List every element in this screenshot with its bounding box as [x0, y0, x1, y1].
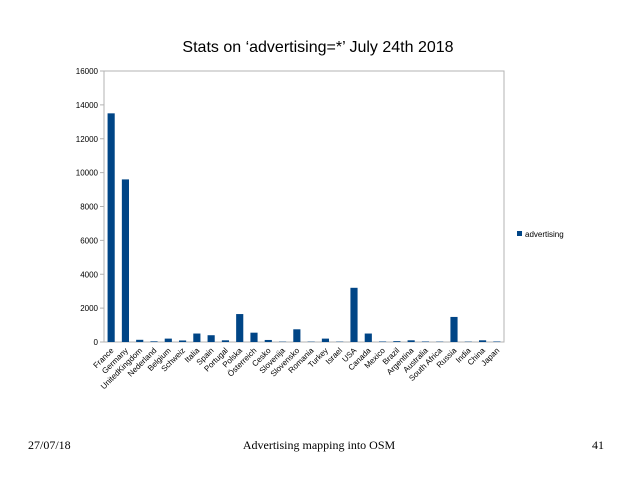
- x-axis: FranceGermanyUnitedKingdomNederlandBelgi…: [92, 346, 502, 392]
- bar-spain: [207, 335, 215, 342]
- y-tick-label: 10000: [76, 169, 99, 178]
- footer-title: Advertising mapping into OSM: [242, 438, 396, 452]
- bar-polska: [236, 314, 244, 342]
- bar-mexico: [379, 341, 387, 342]
- y-axis: 0 2000 4000 6000 8000 10000 12000 14000 16000: [76, 67, 104, 347]
- y-tick-label: 14000: [76, 101, 99, 110]
- legend-swatch: [517, 231, 522, 236]
- y-tick-label: 16000: [76, 67, 99, 76]
- bar-unitedkingdom: [136, 339, 144, 342]
- bar-argentina: [407, 340, 415, 342]
- y-tick-label: 6000: [80, 236, 98, 245]
- bar-belgium: [164, 338, 172, 342]
- plot-area: [103, 70, 505, 343]
- bar-usa: [350, 287, 358, 342]
- bar-france: [107, 113, 115, 342]
- y-tick-label: 2000: [80, 304, 98, 313]
- bar-cesko: [264, 339, 272, 342]
- bar-slovensko: [293, 329, 301, 342]
- bar-canada: [364, 333, 372, 342]
- bar-germany: [121, 179, 129, 342]
- bar-russia: [450, 316, 458, 342]
- bar-italia: [193, 333, 201, 342]
- footer-date: 27/07/18: [28, 438, 71, 452]
- chart-title: Stats on ‘advertising=*’ July 24th 2018: [182, 39, 453, 56]
- bar-australia: [421, 341, 429, 342]
- bar-österreich: [250, 332, 258, 342]
- bar-nederland: [150, 341, 158, 342]
- bar-brazil: [393, 341, 401, 342]
- y-tick-label: 8000: [80, 203, 98, 212]
- bar-china: [479, 340, 487, 342]
- footer-page-number: 41: [592, 438, 604, 452]
- bar-series: [107, 113, 501, 342]
- bar-schweiz: [179, 340, 187, 342]
- legend: advertising: [517, 230, 564, 239]
- bar-turkey: [321, 338, 329, 342]
- y-tick-label: 12000: [76, 135, 99, 144]
- bar-portugal: [221, 340, 229, 342]
- y-tick-label: 0: [94, 338, 99, 347]
- bar-japan: [493, 341, 501, 342]
- legend-label: advertising: [525, 230, 564, 239]
- y-tick-label: 4000: [80, 270, 98, 279]
